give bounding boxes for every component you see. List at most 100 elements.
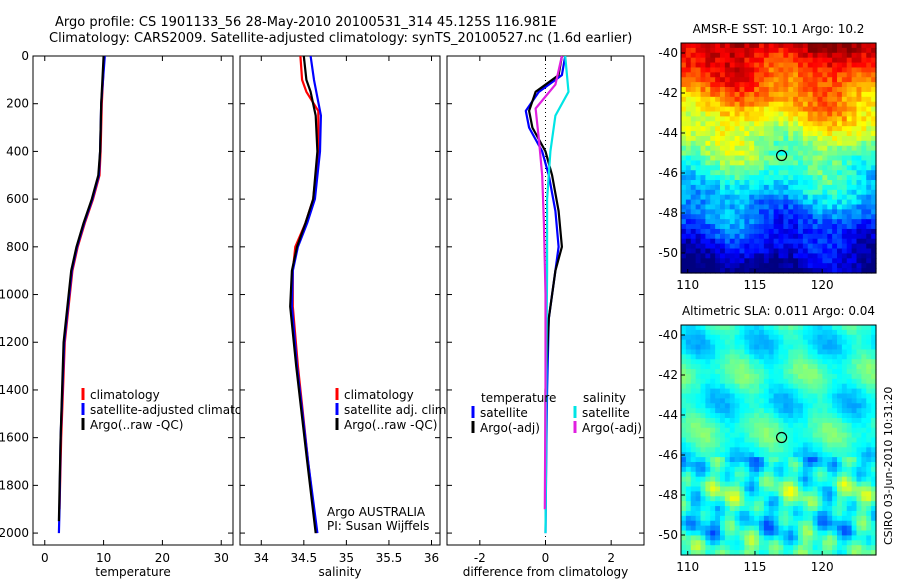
sst_map-cell [817,140,823,147]
sla_map-cell [734,462,741,468]
sla_map-cell [837,408,843,414]
sst_map-cell [841,126,848,132]
sst_map-cell [861,170,867,176]
sla_map-cell [744,369,750,375]
sla_map-cell [871,413,877,419]
sla_map-cell [773,432,780,439]
sla_map-cell [681,476,687,483]
sla_map-cell [846,452,853,458]
sla_map-cell [798,525,804,532]
sst_map-cell [715,121,721,127]
sla_map-cell [749,501,755,507]
sla_map-cell [724,349,731,355]
sla_map-cell [754,506,760,512]
sst_map-cell [700,131,706,137]
sst_map-cell [773,253,780,259]
sst_map-cell [754,87,760,93]
sst_map-cell [841,160,848,166]
sla_map-cell [856,530,862,537]
sst_map-cell [690,184,697,191]
sla_map-cell [861,476,867,483]
sst_map-cell [690,111,697,117]
sla_map-cell [837,457,843,463]
sst_map-cell [793,140,799,147]
sst_map-cell [822,268,828,274]
sst_map-cell [798,228,804,235]
sla_map-cell [807,408,814,414]
sst_map-cell [754,155,760,162]
sst_map-cell [710,145,716,152]
sla_map-cell [788,506,794,512]
sst_map-cell [871,224,877,230]
sst_map-cell [705,184,711,191]
sla_map-cell [729,457,736,463]
sla_map-cell [832,501,838,507]
sst_map-cell [749,106,755,113]
sst_map-cell [729,219,736,225]
sst_map-cell [812,131,819,137]
sst_map-cell [856,263,862,269]
sla_map-cell [861,413,867,419]
sla_map-cell [788,427,794,434]
sla_map-cell [841,501,848,507]
sla_map-cell [817,334,823,341]
sla_map-cell [812,432,819,439]
sst_map-cell [729,258,736,264]
sst_map-cell [802,150,809,157]
sla_map-cell [763,329,770,336]
sla_map-cell [729,525,736,532]
sla_map-cell [817,447,823,453]
sst_map-cell [866,106,872,113]
sst_map-cell [827,243,833,250]
sla_map-cell [846,339,853,346]
sst_map-cell [798,170,804,176]
sst_map-cell [715,248,721,255]
sla_map-cell [763,452,770,458]
sla_map-cell [866,432,872,439]
salinity-legend-label: climatology [344,388,414,402]
sst_map-cell [749,238,755,245]
sst_map-cell [768,209,775,215]
sst_map-cell [822,170,828,176]
sst_map-cell [685,145,692,152]
sla_map-cell [856,462,862,468]
sla_map-cell [720,476,726,483]
sst_map-cell [832,57,838,64]
sst_map-cell [837,131,843,137]
sst_map-cell [822,121,828,127]
sla_map-cell [827,486,833,492]
sst_map-cell [700,126,706,132]
sst_map-cell [778,43,784,49]
sst_map-cell [700,258,706,264]
sst_map-cell [822,243,828,250]
sst_map-cell [685,116,692,122]
sst_map-cell [817,101,823,108]
sla_map-cell [768,369,775,375]
sla_map-cell [778,510,784,517]
sla_map-cell [778,496,784,502]
sla_map-cell [807,462,814,468]
sst_map-cell [793,77,799,83]
sst_map-cell [783,91,789,98]
sst_map-cell [773,184,780,191]
sst_map-cell [715,194,721,201]
sst_map-cell [685,91,692,98]
sla_map-cell [846,383,853,390]
sst_map-cell [724,131,731,137]
sla_map-cell [837,388,843,395]
sst_map-cell [715,209,721,215]
sst_map-cell [866,214,872,220]
sla_map-cell [871,388,877,395]
sst_map-cell [846,91,853,98]
sla_map-cell [763,525,770,532]
sst_map-cell [754,243,760,250]
sst_map-cell [793,165,799,171]
sla_map-cell [749,334,755,341]
sst_map-cell [763,263,770,269]
sla_map-cell [817,545,823,551]
sst_map-cell [768,135,775,142]
sst_map-cell [685,67,692,73]
sla_map-cell [807,520,814,527]
sla_map-cell [690,471,697,478]
sla_map-cell [856,496,862,502]
